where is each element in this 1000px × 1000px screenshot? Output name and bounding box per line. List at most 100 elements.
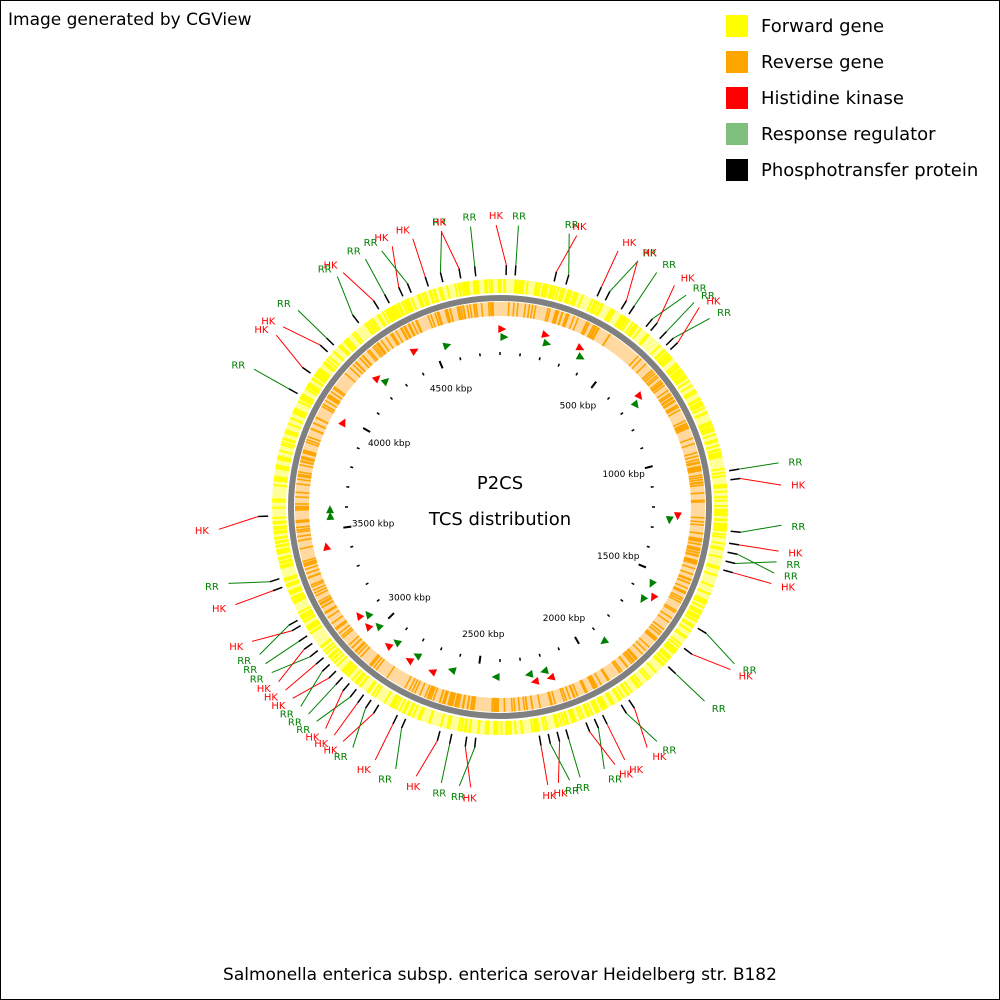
marker-rr [630,399,639,409]
cgview-credit: Image generated by CGView [8,10,252,30]
feature-tick [667,666,677,675]
feature-connector [282,326,321,346]
feature-label-hk: HK [314,739,329,750]
center-subtitle: TCS distribution [428,509,571,530]
feature-tick [593,718,600,729]
marker-rr [575,352,585,360]
ruler-tick [405,627,409,631]
feature-connector [495,224,507,266]
feature-label-rr: RR [296,725,310,736]
feature-connector [235,590,274,606]
feature-connector [597,728,605,770]
feature-label-rr: RR [791,522,805,533]
feature-tick [298,635,308,643]
feature-label-hk: HK [791,480,806,491]
feature-label-rr: RR [243,665,257,676]
ruler-label: 1500 kbp [597,552,640,562]
feature-connector [740,478,782,486]
feature-label-rr: RR [463,213,477,224]
feature-tick [372,704,380,714]
ruler-label: 4000 kbp [368,439,411,449]
feature-tick [269,577,280,583]
feature-connector [365,258,385,295]
organism-name: Salmonella enterica subsp. enterica sero… [223,965,777,985]
feature-connector [589,731,616,765]
feature-tick [553,271,558,282]
feature-label-hk: HK [739,671,754,682]
marker-hk [530,676,540,685]
feature-tick [556,731,561,742]
feature-connector [374,723,394,761]
marker-rr [640,594,649,603]
legend-item-reverse-gene: Reverse gene [726,44,978,80]
ruler-tick [638,563,647,569]
marker-hk [634,391,643,400]
marker-hk [673,512,682,521]
ruler-label: 2500 kbp [462,630,505,640]
feature-connector [737,553,775,574]
feature-tick [730,477,741,481]
feature-tick [473,266,477,277]
feature-connector [415,740,438,777]
feature-connector [557,741,561,783]
marker-hk [365,623,374,632]
feature-connector [738,462,779,470]
backbone-circle [288,295,712,719]
feature-tick [383,293,390,304]
ruler-tick [350,466,354,469]
feature-label-hk: HK [781,582,796,593]
feature-connector [325,690,344,729]
feature-connector [439,231,443,273]
feature-connector [292,677,330,699]
ruler-tick [538,653,541,657]
feature-connector [253,368,290,390]
ruler-label: 500 kbp [560,401,597,411]
feature-tick [439,272,444,283]
feature-tick [291,624,302,632]
feature-tick [473,737,477,748]
ruler-tick [644,465,653,470]
feature-label-rr: RR [512,212,526,223]
feature-tick [326,337,335,346]
feature-connector [228,581,270,584]
feature-label-hk: HK [324,746,339,757]
ruler-tick [575,372,579,376]
legend-label-reverse-gene: Reverse gene [761,51,885,73]
feature-label-rr: RR [784,571,798,582]
marker-rr [542,338,552,347]
feature-label-hk: HK [629,765,644,776]
feature-connector [251,630,293,642]
reverse-gene-ticks [294,302,705,713]
feature-label-hk: HK [264,693,279,704]
ruler-tick [557,363,561,367]
feature-label-rr: RR [280,710,294,721]
feature-label-rr: RR [565,220,579,231]
marker-rr [413,653,423,661]
feature-connector [464,746,472,788]
feature-tick [628,699,636,709]
marker-rr [326,505,335,514]
feature-connector [285,663,317,691]
marker-hk [323,542,332,552]
feature-tick [319,344,329,353]
feature-connector [633,708,648,748]
ruler-tick [356,564,360,568]
marker-rr [393,639,403,648]
feature-connector [218,516,259,530]
feature-connector [440,743,451,783]
feature-connector [652,294,687,320]
feature-connector [352,708,367,748]
feature-label-rr: RR [451,792,465,803]
feature-label-hk: HK [229,642,244,653]
feature-connector [391,246,400,288]
feature-tick [424,276,430,287]
feature-tick [272,586,283,592]
marker-rr [600,636,610,645]
marker-rr [500,332,509,341]
feature-connector [300,671,323,707]
feature-tick [301,366,311,374]
feature-label-rr: RR [786,560,800,571]
feature-connector [412,238,426,277]
marker-hk [384,642,394,651]
feature-tick [303,642,313,650]
